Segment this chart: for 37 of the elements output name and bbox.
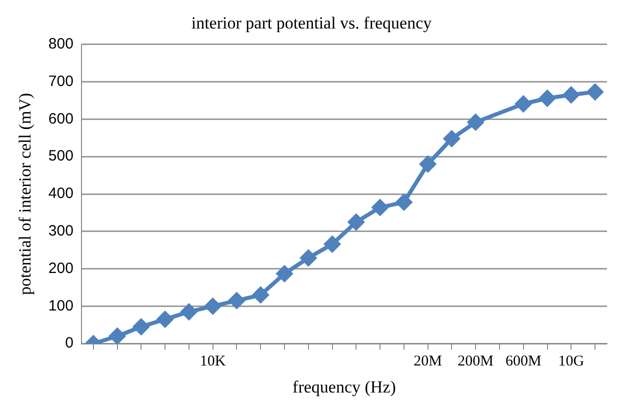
- point: [157, 311, 174, 328]
- point: [563, 86, 580, 103]
- x-tick-label: 200M: [458, 354, 494, 370]
- point: [420, 156, 436, 172]
- point: [276, 266, 292, 282]
- point: [133, 318, 150, 335]
- y-tick-label: 100: [48, 297, 74, 314]
- point: [348, 214, 364, 230]
- y-tick-label: 800: [48, 36, 74, 53]
- y-tick-label: 200: [48, 260, 74, 277]
- point: [468, 114, 484, 130]
- point: [324, 236, 340, 252]
- y-axis-title: potential of interior cell (mV): [16, 92, 35, 296]
- y-tick-label: 600: [48, 110, 74, 128]
- point: [515, 96, 532, 112]
- y-tick-label: 700: [48, 72, 74, 90]
- x-axis-title: frequency (Hz): [292, 377, 396, 396]
- point: [539, 90, 556, 106]
- x-tick-label: 10K: [200, 354, 226, 370]
- y-tick-label: 300: [48, 222, 74, 240]
- point: [109, 328, 126, 344]
- y-tick-label: 400: [48, 185, 74, 202]
- point: [228, 292, 245, 309]
- point: [252, 286, 269, 303]
- point: [587, 84, 604, 100]
- chart-title: interior part potential vs. frequency: [191, 14, 432, 33]
- point: [444, 130, 460, 147]
- x-tick-label: 20M: [414, 354, 442, 370]
- y-tick-label: 500: [48, 148, 74, 165]
- x-tick-label: 10G: [558, 354, 584, 370]
- point: [204, 298, 221, 314]
- y-tick-label: 0: [65, 334, 74, 352]
- point: [180, 304, 197, 320]
- point: [396, 194, 412, 210]
- point: [300, 250, 316, 266]
- x-tick-label: 600M: [505, 354, 542, 370]
- point: [372, 199, 388, 216]
